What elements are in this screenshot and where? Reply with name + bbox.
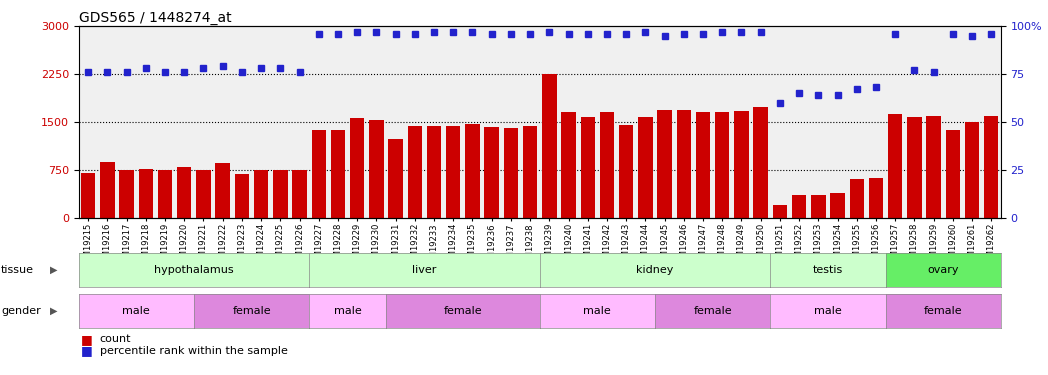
Bar [581,117,595,218]
Bar [331,129,345,218]
Bar [369,120,384,218]
Bar [216,163,230,218]
Bar [735,111,748,218]
Bar [138,169,153,217]
Bar [599,112,614,218]
Bar [657,110,672,218]
Bar [888,114,902,218]
Bar [984,116,999,218]
Bar [427,126,441,218]
Bar [619,125,633,218]
Bar [811,195,826,217]
Text: hypothalamus: hypothalamus [154,265,234,275]
Text: liver: liver [412,265,437,275]
Text: ovary: ovary [927,265,959,275]
Bar [484,127,499,218]
Bar [196,170,211,217]
Bar [562,112,575,218]
Text: female: female [233,306,270,316]
Bar [638,117,653,218]
Bar [119,170,134,217]
Text: male: male [123,306,150,316]
Bar [81,173,95,217]
Bar [274,170,287,217]
Bar [772,205,787,218]
Text: ■: ■ [81,333,92,346]
Text: ▶: ▶ [50,306,58,316]
Bar [715,112,729,218]
Bar [945,129,960,218]
Text: count: count [100,334,131,344]
Bar [677,110,691,218]
Text: male: male [333,306,362,316]
Text: male: male [584,306,611,316]
Bar [158,170,172,217]
Bar [177,167,192,217]
Text: ▶: ▶ [50,265,58,275]
Bar [350,118,365,218]
Text: tissue: tissue [1,265,34,275]
Bar [235,174,249,217]
Text: female: female [443,306,482,316]
Text: GDS565 / 1448274_at: GDS565 / 1448274_at [79,11,232,25]
Text: female: female [924,306,962,316]
Bar [389,139,402,218]
Bar [792,195,806,217]
Bar [830,193,845,217]
Text: testis: testis [813,265,843,275]
Bar [908,117,921,218]
Text: kidney: kidney [636,265,674,275]
Bar [869,178,883,218]
Text: male: male [814,306,842,316]
Bar [696,112,711,218]
Bar [408,126,422,218]
Bar [311,130,326,218]
Bar [254,170,268,217]
Bar [965,122,979,218]
Bar [292,170,307,217]
Text: gender: gender [1,306,41,316]
Bar [101,162,114,218]
Text: percentile rank within the sample: percentile rank within the sample [100,346,287,355]
Bar [504,128,518,217]
Text: female: female [694,306,732,316]
Bar [850,179,864,218]
Bar [542,74,556,217]
Bar [523,126,538,218]
Bar [465,124,480,217]
Bar [446,126,460,218]
Text: ■: ■ [81,344,92,357]
Bar [926,116,941,218]
Bar [754,107,768,218]
